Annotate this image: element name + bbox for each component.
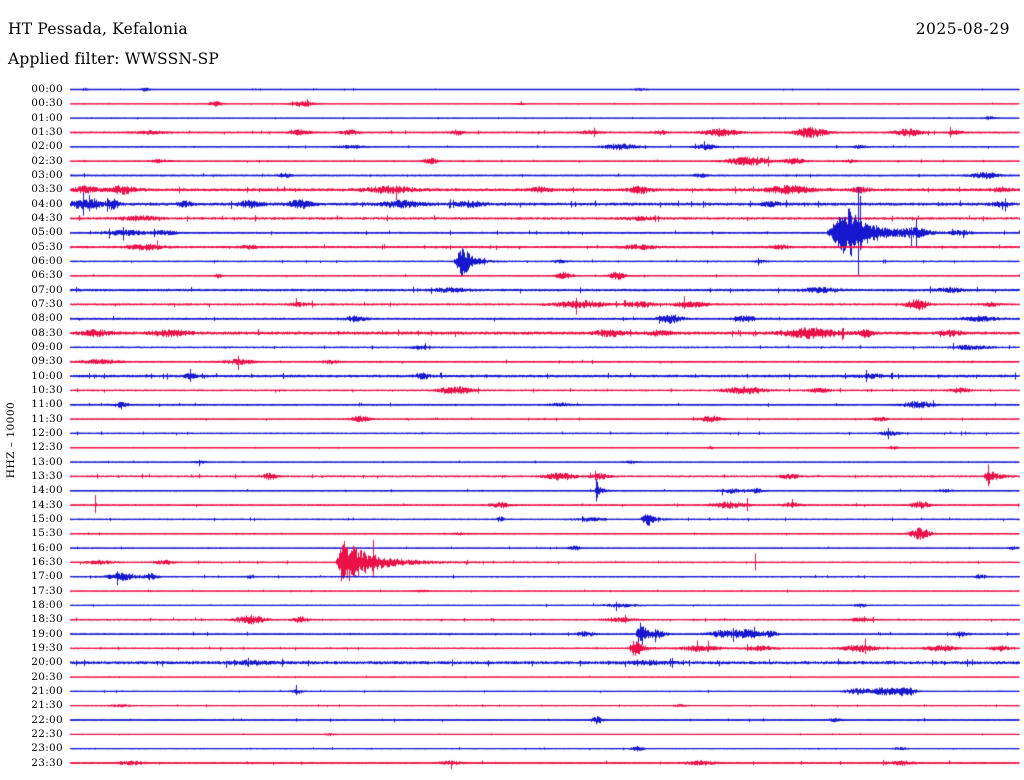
time-label: 15:30 bbox=[31, 527, 63, 540]
time-label: 10:00 bbox=[31, 369, 63, 382]
time-label: 08:00 bbox=[31, 312, 63, 325]
time-label: 22:30 bbox=[31, 727, 63, 740]
time-label: 17:00 bbox=[31, 570, 63, 583]
time-label: 14:30 bbox=[31, 498, 63, 511]
time-label: 05:00 bbox=[31, 226, 63, 239]
time-label: 01:00 bbox=[31, 111, 63, 124]
time-label: 13:00 bbox=[31, 455, 63, 468]
time-label: 21:00 bbox=[31, 684, 63, 697]
time-label: 06:30 bbox=[31, 269, 63, 282]
time-label: 04:30 bbox=[31, 211, 63, 224]
time-label: 17:30 bbox=[31, 584, 63, 597]
time-label: 18:00 bbox=[31, 598, 63, 611]
time-label: 12:30 bbox=[31, 441, 63, 454]
time-label: 18:30 bbox=[31, 613, 63, 626]
time-label: 06:00 bbox=[31, 254, 63, 267]
time-label: 15:00 bbox=[31, 512, 63, 525]
time-label: 13:30 bbox=[31, 469, 63, 482]
time-label: 12:00 bbox=[31, 426, 63, 439]
time-label: 03:00 bbox=[31, 168, 63, 181]
station-title: HT Pessada, Kefalonia bbox=[8, 20, 188, 38]
time-label: 03:30 bbox=[31, 183, 63, 196]
time-label: 02:30 bbox=[31, 154, 63, 167]
time-label: 09:30 bbox=[31, 355, 63, 368]
time-label: 01:30 bbox=[31, 125, 63, 138]
record-date: 2025-08-29 bbox=[915, 20, 1010, 38]
time-label: 04:00 bbox=[31, 197, 63, 210]
time-label: 11:30 bbox=[31, 412, 63, 425]
time-label: 00:30 bbox=[31, 97, 63, 110]
time-label: 00:00 bbox=[31, 83, 63, 95]
time-label: 07:00 bbox=[31, 283, 63, 296]
time-label: 20:00 bbox=[31, 656, 63, 669]
time-label: 20:30 bbox=[31, 670, 63, 683]
time-label: 08:30 bbox=[31, 326, 63, 339]
time-label: 23:00 bbox=[31, 742, 63, 755]
time-label: 19:30 bbox=[31, 641, 63, 654]
time-label: 05:30 bbox=[31, 240, 63, 253]
time-label: 10:30 bbox=[31, 383, 63, 396]
time-label: 16:30 bbox=[31, 555, 63, 568]
time-label: 11:00 bbox=[31, 398, 63, 411]
applied-filter-label: Applied filter: WWSSN-SP bbox=[8, 50, 220, 68]
time-label: 21:30 bbox=[31, 699, 63, 712]
time-label: 19:00 bbox=[31, 627, 63, 640]
time-label: 14:00 bbox=[31, 484, 63, 497]
time-label: 07:30 bbox=[31, 297, 63, 310]
time-label: 09:00 bbox=[31, 340, 63, 353]
time-label: 02:00 bbox=[31, 140, 63, 153]
time-label: 22:00 bbox=[31, 713, 63, 726]
time-label: 23:30 bbox=[31, 756, 63, 769]
time-label: 16:00 bbox=[31, 541, 63, 554]
